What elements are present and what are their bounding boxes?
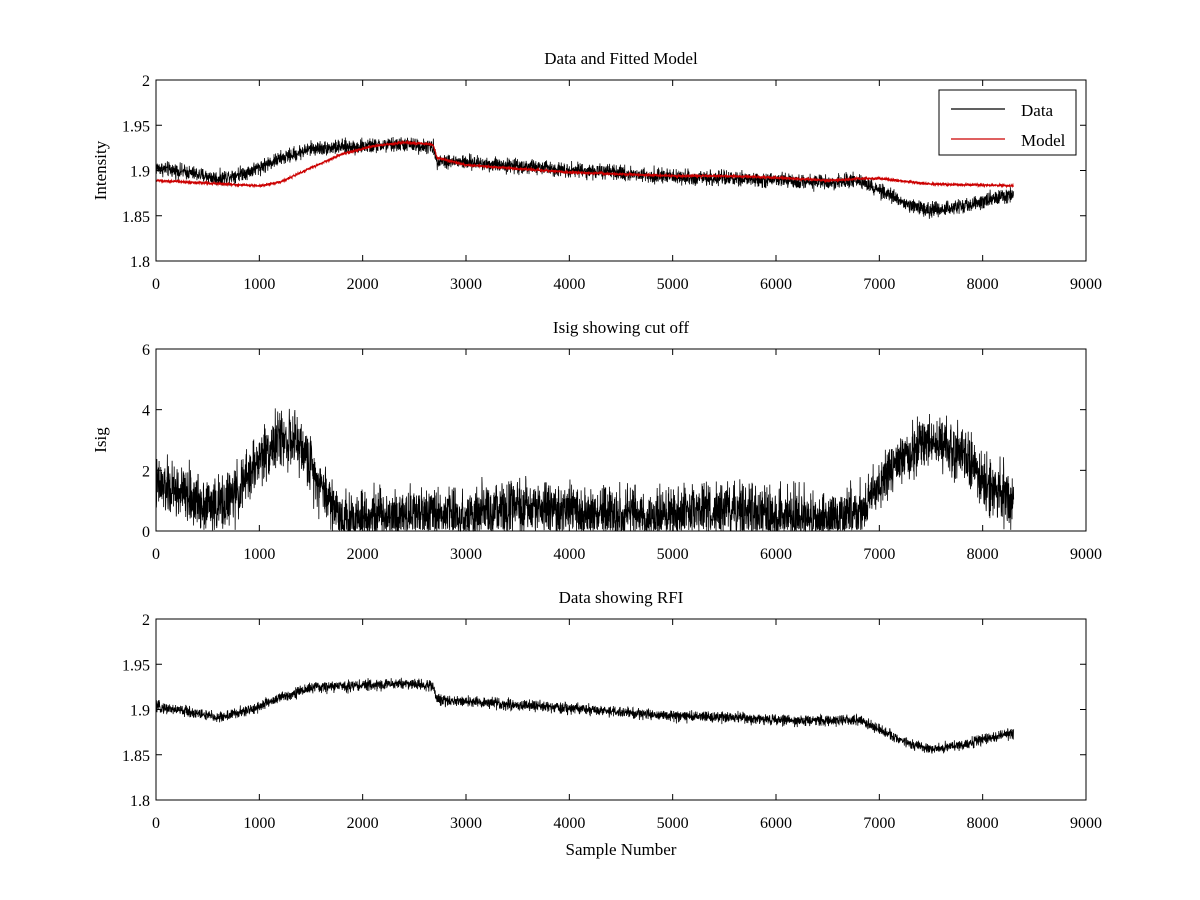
x-tick-label: 3000 [450,815,482,832]
axes-frame [155,618,1087,801]
x-tick-label: 8000 [967,546,999,563]
legend-box [938,89,1077,156]
y-tick-label: 1.95 [122,118,150,135]
series-line-data-3 [155,677,1015,754]
x-tick-label: 8000 [967,276,999,293]
chart-title: Data showing RFI [559,588,684,607]
x-tick-label: 1000 [243,546,275,563]
chart-title: Isig showing cut off [553,318,689,337]
subplot-1: 0 1000 2000 3000 4000 5000 6000 7000 8000 9000 1.8… [91,49,1102,293]
x-tick-label: 0 [152,815,160,832]
series-line-data-2 [155,408,1015,533]
x-tick-label: 4000 [553,815,585,832]
x-tick-label: 3000 [450,276,482,293]
x-tick-label: 3000 [450,546,482,563]
x-tick-label: 7000 [863,815,895,832]
x-tick-label: 1000 [243,276,275,293]
y-tick-label: 2 [142,612,150,629]
y-tick-label: 1.85 [122,748,150,765]
chart-title: Data and Fitted Model [544,49,698,68]
series-line-model-1 [155,139,1015,189]
x-tick-label: 8000 [967,815,999,832]
x-tick-label: 9000 [1070,815,1102,832]
y-tick-label: 2 [142,73,150,90]
x-tick-label: 2000 [347,276,379,293]
x-tick-label: 5000 [657,546,689,563]
y-tick-label: 1.8 [130,793,150,810]
x-tick-label: 5000 [657,276,689,293]
x-axis-label: Sample Number [566,840,677,859]
subplot-2: 0 1000 2000 3000 4000 5000 6000 7000 8000 9000 0 2 4… [91,318,1102,563]
x-tick-label: 6000 [760,546,792,563]
y-tick-label: 1.8 [130,254,150,271]
x-tick-label: 2000 [347,546,379,563]
axes-frame [155,348,1087,532]
y-tick-label: 4 [142,403,150,420]
x-tick-label: 7000 [863,276,895,293]
x-tick-label: 2000 [347,815,379,832]
series-line-data-1 [155,137,1015,219]
legend-entry-model: Model [1021,131,1066,150]
x-tick-label: 9000 [1070,276,1102,293]
x-tick-label: 9000 [1070,546,1102,563]
y-tick-label: 1.95 [122,657,150,674]
x-tick-label: 1000 [243,815,275,832]
legend: Data Model [938,89,1077,156]
y-tick-label: 1.9 [130,703,150,720]
x-tick-label: 5000 [657,815,689,832]
subplot-3: 0 1000 2000 3000 4000 5000 6000 7000 8000 9000 1.8… [122,588,1102,859]
x-tick-label: 4000 [553,276,585,293]
x-tick-label: 6000 [760,815,792,832]
y-tick-label: 1.9 [130,164,150,181]
x-tick-label: 6000 [760,276,792,293]
y-tick-label: 2 [142,463,150,480]
x-tick-label: 7000 [863,546,895,563]
y-tick-label: 1.85 [122,209,150,226]
x-tick-label: 0 [152,546,160,563]
y-axis-label: Intensity [91,140,110,200]
y-tick-label: 6 [142,342,150,359]
legend-entry-data: Data [1021,101,1054,120]
x-tick-label: 4000 [553,546,585,563]
y-tick-label: 0 [142,524,150,541]
y-axis-label: Isig [91,427,110,453]
x-tick-label: 0 [152,276,160,293]
